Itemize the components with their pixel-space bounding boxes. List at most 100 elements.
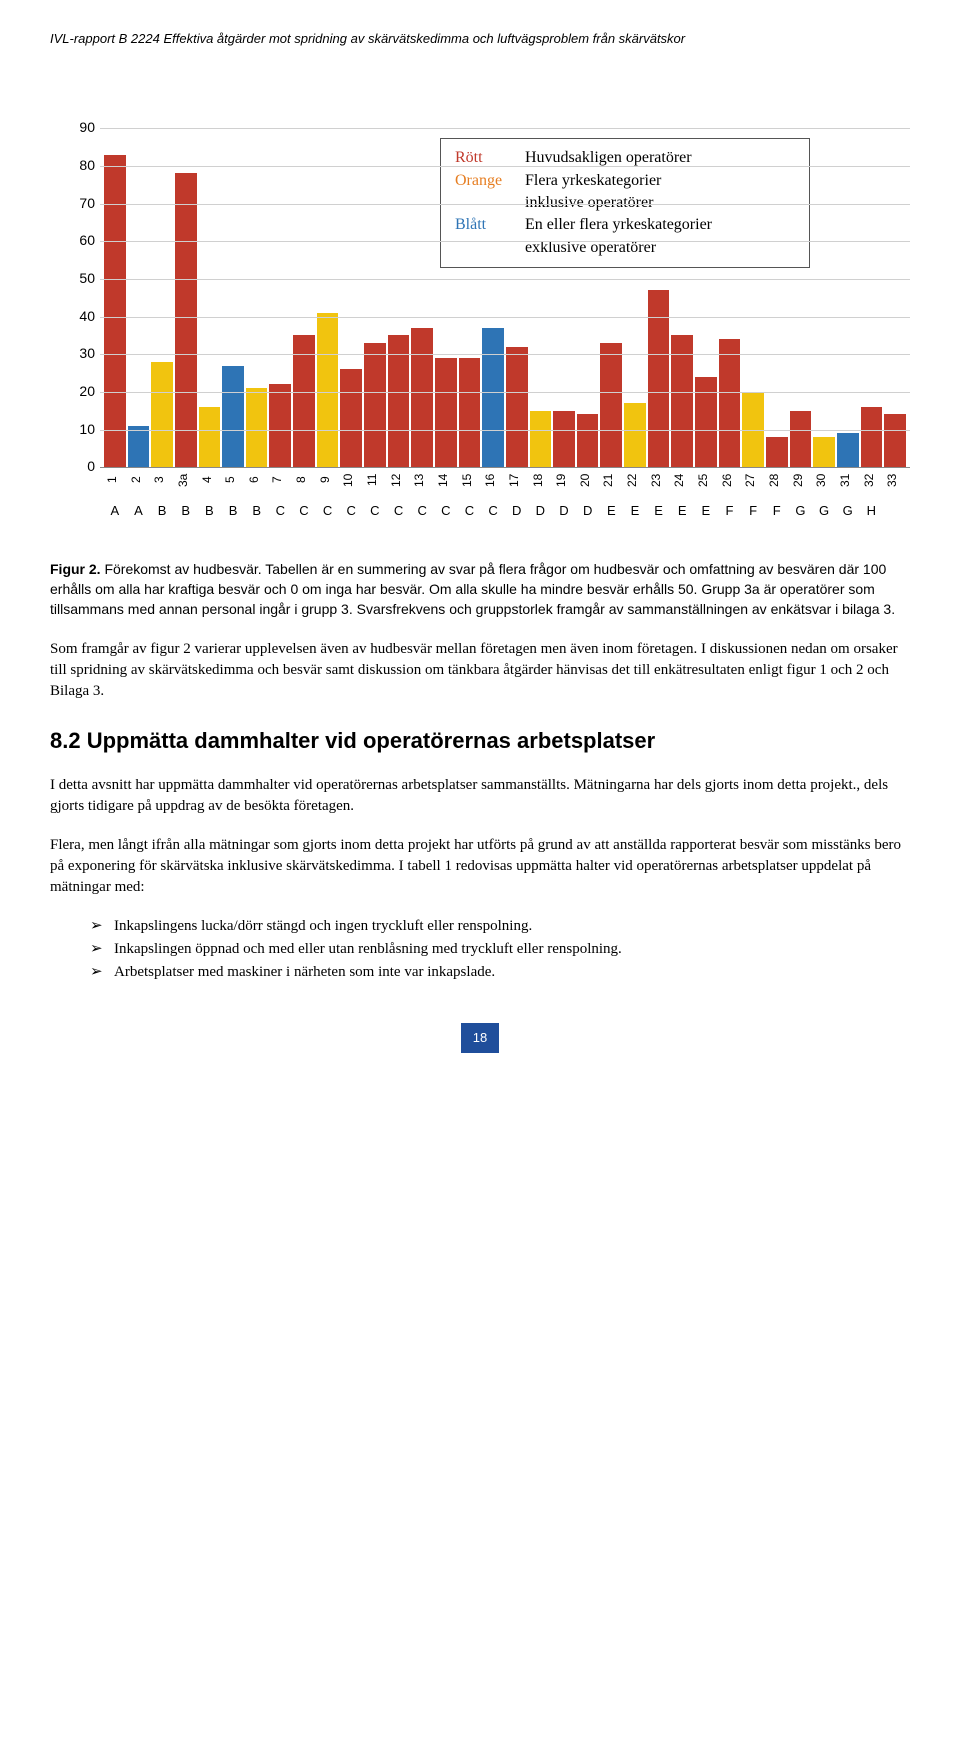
x-tick: 30 xyxy=(813,468,835,496)
bar xyxy=(695,377,717,467)
bar xyxy=(459,358,481,467)
x-group: C xyxy=(293,496,315,520)
x-group: D xyxy=(506,496,528,520)
bar xyxy=(317,313,339,467)
x-group: D xyxy=(553,496,575,520)
x-group: C xyxy=(317,496,339,520)
x-tick: 21 xyxy=(600,468,622,496)
x-group: C xyxy=(411,496,433,520)
bar xyxy=(600,343,622,467)
x-group: E xyxy=(671,496,693,520)
y-tick: 20 xyxy=(70,382,95,402)
bar xyxy=(813,437,835,467)
x-tick: 31 xyxy=(837,468,859,496)
paragraph: Som framgår av figur 2 varierar upplevel… xyxy=(50,639,910,702)
y-tick: 0 xyxy=(70,457,95,477)
x-group: F xyxy=(742,496,764,520)
x-group xyxy=(884,496,906,520)
x-tick: 15 xyxy=(459,468,481,496)
bar xyxy=(766,437,788,467)
list-item: Inkapslingen öppnad och med eller utan r… xyxy=(90,939,910,960)
x-group: E xyxy=(648,496,670,520)
x-tick: 13 xyxy=(411,468,433,496)
x-group: A xyxy=(128,496,150,520)
x-tick: 6 xyxy=(246,468,268,496)
bar xyxy=(837,433,859,467)
x-group: G xyxy=(837,496,859,520)
x-group: E xyxy=(600,496,622,520)
x-tick: 29 xyxy=(790,468,812,496)
x-group: C xyxy=(482,496,504,520)
bar xyxy=(553,411,575,468)
x-tick: 25 xyxy=(695,468,717,496)
bar xyxy=(719,339,741,467)
x-tick: 32 xyxy=(861,468,883,496)
x-tick: 22 xyxy=(624,468,646,496)
bar xyxy=(222,366,244,468)
x-tick: 12 xyxy=(388,468,410,496)
x-tick: 14 xyxy=(435,468,457,496)
section-heading: 8.2 Uppmätta dammhalter vid operatörerna… xyxy=(50,726,910,757)
list-item: Inkapslingens lucka/dörr stängd och inge… xyxy=(90,916,910,937)
x-tick: 10 xyxy=(340,468,362,496)
x-tick: 20 xyxy=(577,468,599,496)
x-tick: 26 xyxy=(719,468,741,496)
y-tick: 70 xyxy=(70,194,95,214)
bar xyxy=(175,173,197,467)
figure-caption-lead: Figur 2. xyxy=(50,561,101,577)
x-tick: 9 xyxy=(317,468,339,496)
bar xyxy=(435,358,457,467)
bullet-list: Inkapslingens lucka/dörr stängd och inge… xyxy=(50,916,910,983)
y-tick: 80 xyxy=(70,156,95,176)
x-tick: 5 xyxy=(222,468,244,496)
figure-caption-text: Förekomst av hudbesvär. Tabellen är en s… xyxy=(50,561,895,616)
x-group: C xyxy=(435,496,457,520)
x-group: C xyxy=(459,496,481,520)
x-group: E xyxy=(624,496,646,520)
bar xyxy=(506,347,528,468)
x-group: B xyxy=(246,496,268,520)
bar xyxy=(199,407,221,467)
x-group: G xyxy=(813,496,835,520)
bar xyxy=(269,384,291,467)
x-group: E xyxy=(695,496,717,520)
x-tick: 24 xyxy=(671,468,693,496)
bar xyxy=(790,411,812,468)
x-group: B xyxy=(199,496,221,520)
paragraph: Flera, men långt ifrån alla mätningar so… xyxy=(50,835,910,898)
bar xyxy=(246,388,268,467)
report-header: IVL-rapport B 2224 Effektiva åtgärder mo… xyxy=(50,30,910,48)
y-tick: 60 xyxy=(70,231,95,251)
x-group: C xyxy=(364,496,386,520)
x-tick: 3 xyxy=(151,468,173,496)
x-group: A xyxy=(104,496,126,520)
y-tick: 30 xyxy=(70,344,95,364)
x-group: C xyxy=(340,496,362,520)
bar xyxy=(577,414,599,467)
bar xyxy=(411,328,433,467)
x-group: D xyxy=(577,496,599,520)
bar xyxy=(884,414,906,467)
bar-chart: RöttHuvudsakligen operatörerOrangeFlera … xyxy=(70,128,910,520)
x-group: C xyxy=(388,496,410,520)
x-group: C xyxy=(269,496,291,520)
list-item: Arbetsplatser med maskiner i närheten so… xyxy=(90,962,910,983)
bar xyxy=(364,343,386,467)
y-tick: 40 xyxy=(70,307,95,327)
x-tick: 23 xyxy=(648,468,670,496)
bar xyxy=(151,362,173,467)
x-group: F xyxy=(766,496,788,520)
x-tick: 18 xyxy=(530,468,552,496)
bar xyxy=(340,369,362,467)
bar xyxy=(128,426,150,467)
x-tick: 28 xyxy=(766,468,788,496)
x-tick: 1 xyxy=(104,468,126,496)
x-tick: 11 xyxy=(364,468,386,496)
figure-caption: Figur 2. Förekomst av hudbesvär. Tabelle… xyxy=(50,560,910,619)
x-group: B xyxy=(175,496,197,520)
bar xyxy=(861,407,883,467)
x-group: D xyxy=(530,496,552,520)
x-tick: 3a xyxy=(175,468,197,496)
bar xyxy=(530,411,552,468)
x-tick: 2 xyxy=(128,468,150,496)
